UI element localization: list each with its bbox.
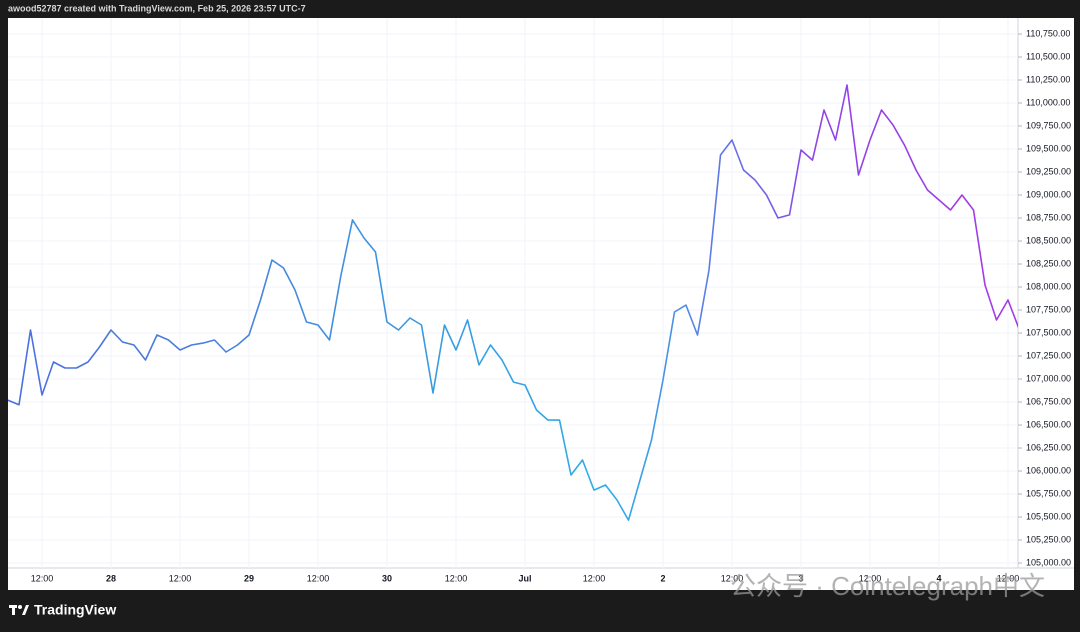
watermark: 公众号 · Cointelegraph中文 xyxy=(730,571,1045,601)
panel xyxy=(8,18,1074,590)
y-tick-label: 108,000.00 xyxy=(1026,281,1071,291)
x-tick-label: 28 xyxy=(106,573,116,583)
y-tick-label: 107,750.00 xyxy=(1026,304,1071,314)
x-tick-label: 12:00 xyxy=(445,573,468,583)
x-tick-label: 12:00 xyxy=(307,573,330,583)
logo xyxy=(9,605,29,615)
x-tick-label: 3 xyxy=(798,573,803,583)
y-tick-label: 110,750.00 xyxy=(1026,28,1070,38)
y-tick-label: 109,000.00 xyxy=(1026,189,1071,199)
y-tick-label: 106,500.00 xyxy=(1026,419,1071,429)
x-tick-label: 12:00 xyxy=(583,573,606,583)
header: awood52787 created with TradingView.com,… xyxy=(8,3,306,13)
y-tick-label: 107,500.00 xyxy=(1026,327,1071,337)
y-tick-label: 109,500.00 xyxy=(1026,143,1071,153)
price-line xyxy=(8,84,1018,521)
y-tick-label: 109,250.00 xyxy=(1026,166,1071,176)
x-tick-label: 12:00 xyxy=(169,573,192,583)
y-tick-label: 110,250.00 xyxy=(1026,74,1070,84)
y-tick-label: 107,250.00 xyxy=(1026,350,1071,360)
x-tick-label: 12:00 xyxy=(721,573,744,583)
x-tick-label: Jul xyxy=(518,573,531,583)
x-tick-label: 2 xyxy=(660,573,665,583)
y-tick-label: 106,250.00 xyxy=(1026,442,1071,452)
x-tick-label: 29 xyxy=(244,573,254,583)
y-tick-label: 108,500.00 xyxy=(1026,235,1071,245)
x-tick-label: 30 xyxy=(382,573,392,583)
y-tick-label: 109,750.00 xyxy=(1026,120,1071,130)
y-tick-label: 106,000.00 xyxy=(1026,465,1071,475)
brand: TradingView xyxy=(34,602,116,618)
y-tick-label: 106,750.00 xyxy=(1026,396,1071,406)
y-tick-label: 108,750.00 xyxy=(1026,212,1071,222)
y-tick-label: 105,750.00 xyxy=(1026,488,1071,498)
x-tick-label: 12:00 xyxy=(997,573,1020,583)
y-tick-label: 110,500.00 xyxy=(1026,51,1070,61)
y-tick-label: 105,250.00 xyxy=(1026,534,1071,544)
y-tick-label: 108,250.00 xyxy=(1026,258,1071,268)
x-tick-label: 12:00 xyxy=(859,573,882,583)
y-tick-label: 110,000.00 xyxy=(1026,97,1070,107)
x-tick-label: 4 xyxy=(936,573,941,583)
y-tick-label: 105,000.00 xyxy=(1026,557,1071,567)
y-tick-label: 107,000.00 xyxy=(1026,373,1071,383)
x-tick-label: 12:00 xyxy=(31,573,54,583)
y-tick-label: 105,500.00 xyxy=(1026,511,1071,521)
